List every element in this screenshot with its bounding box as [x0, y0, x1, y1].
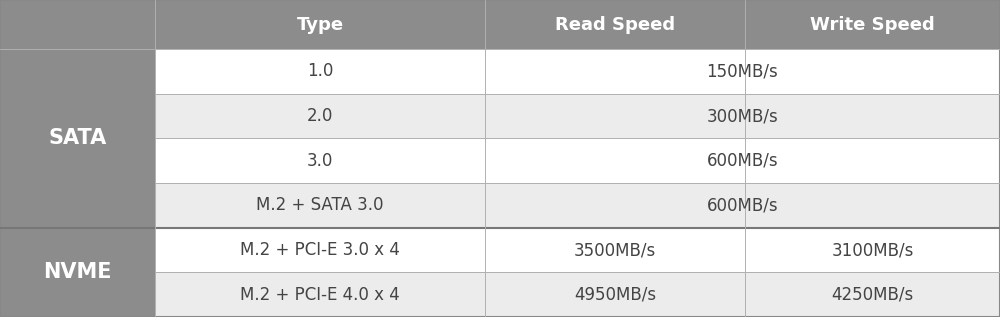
Bar: [0, 49, 155, 228]
Bar: [155, 272, 485, 317]
Bar: [155, 183, 485, 228]
Text: Type: Type: [296, 16, 344, 34]
Bar: [745, 228, 1000, 272]
Text: 3100MB/s: 3100MB/s: [831, 241, 914, 259]
Bar: [155, 49, 485, 94]
Bar: [155, 228, 485, 272]
Text: Read Speed: Read Speed: [555, 16, 675, 34]
Text: 4950MB/s: 4950MB/s: [574, 286, 656, 304]
Text: SATA: SATA: [48, 128, 107, 148]
Text: 2.0: 2.0: [307, 107, 333, 125]
Bar: [0, 228, 155, 317]
Text: 3.0: 3.0: [307, 152, 333, 170]
Bar: [0, 0, 1000, 49]
Text: M.2 + PCI-E 3.0 x 4: M.2 + PCI-E 3.0 x 4: [240, 241, 400, 259]
Bar: [485, 49, 1000, 94]
Text: M.2 + PCI-E 4.0 x 4: M.2 + PCI-E 4.0 x 4: [240, 286, 400, 304]
Text: 3500MB/s: 3500MB/s: [574, 241, 656, 259]
Text: 600MB/s: 600MB/s: [707, 152, 778, 170]
Bar: [485, 183, 1000, 228]
Text: 1.0: 1.0: [307, 62, 333, 81]
Bar: [485, 94, 1000, 139]
Text: Write Speed: Write Speed: [810, 16, 935, 34]
Text: M.2 + SATA 3.0: M.2 + SATA 3.0: [256, 197, 384, 214]
Text: 300MB/s: 300MB/s: [707, 107, 778, 125]
Bar: [155, 139, 485, 183]
Bar: [745, 272, 1000, 317]
Bar: [485, 228, 745, 272]
Text: 4250MB/s: 4250MB/s: [831, 286, 914, 304]
Text: NVME: NVME: [43, 262, 112, 282]
Bar: [485, 139, 1000, 183]
Text: 600MB/s: 600MB/s: [707, 197, 778, 214]
Bar: [155, 94, 485, 139]
Bar: [485, 272, 745, 317]
Text: 150MB/s: 150MB/s: [707, 62, 778, 81]
